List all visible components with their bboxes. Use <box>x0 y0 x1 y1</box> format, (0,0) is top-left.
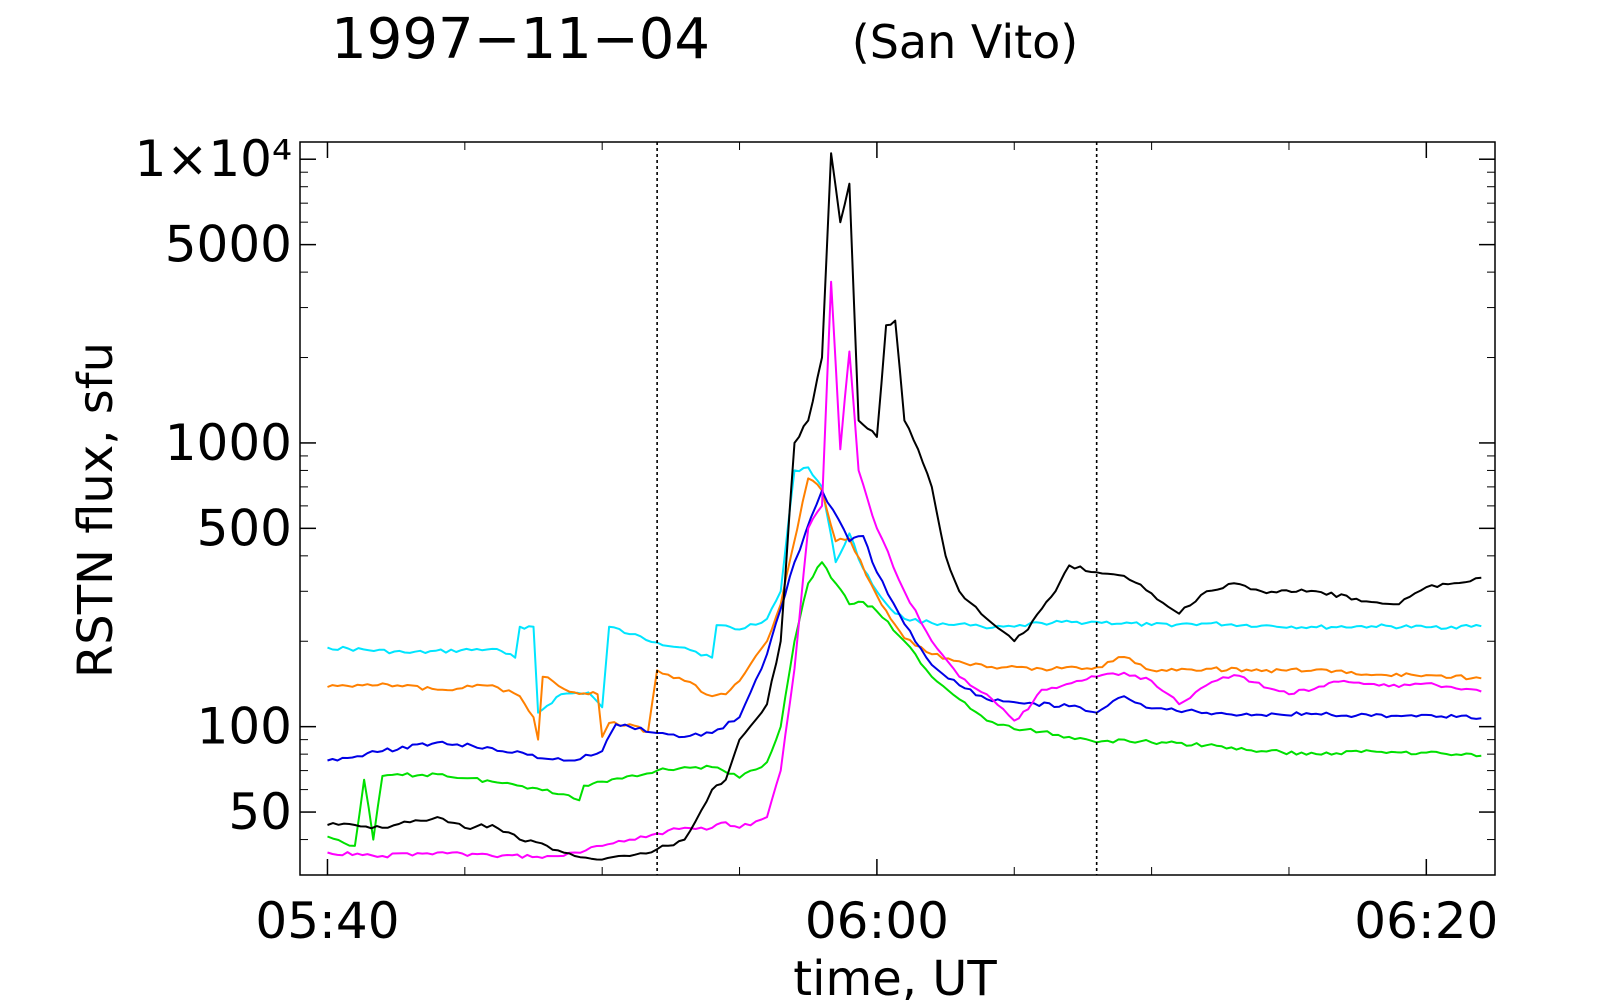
reference-lines <box>656 142 1098 875</box>
chart-title: 1997−11−04 <box>331 7 710 72</box>
y-axis-label: RSTN flux, sfu <box>68 342 124 678</box>
x-tick-label-0: 05:40 <box>255 892 399 950</box>
x-axis: 05:40 06:00 06:20 <box>255 142 1498 950</box>
series-line-3 <box>327 561 1482 847</box>
y-tick-label-4: 5000 <box>165 216 292 274</box>
x-tick-label-1: 06:00 <box>805 892 949 950</box>
y-tick-label-2: 500 <box>197 499 292 557</box>
plot-frame <box>299 141 1496 876</box>
series-line-1 <box>327 477 1482 741</box>
series-line-0 <box>327 466 1482 714</box>
x-axis-label: time, UT <box>793 951 997 1000</box>
y-tick-label-5: 1×10⁴ <box>135 130 292 188</box>
series-layer <box>327 152 1482 861</box>
chart-subtitle: (San Vito) <box>852 15 1078 69</box>
y-tick-label-0: 50 <box>228 783 292 841</box>
y-axis: 50 100 500 1000 5000 1×10⁴ <box>135 130 1495 876</box>
series-line-4 <box>327 280 1482 859</box>
y-tick-label-3: 1000 <box>165 414 292 472</box>
x-tick-label-2: 06:20 <box>1354 892 1498 950</box>
y-tick-label-1: 100 <box>197 698 292 756</box>
series-line-5 <box>327 152 1482 861</box>
series-line-2 <box>327 489 1482 762</box>
